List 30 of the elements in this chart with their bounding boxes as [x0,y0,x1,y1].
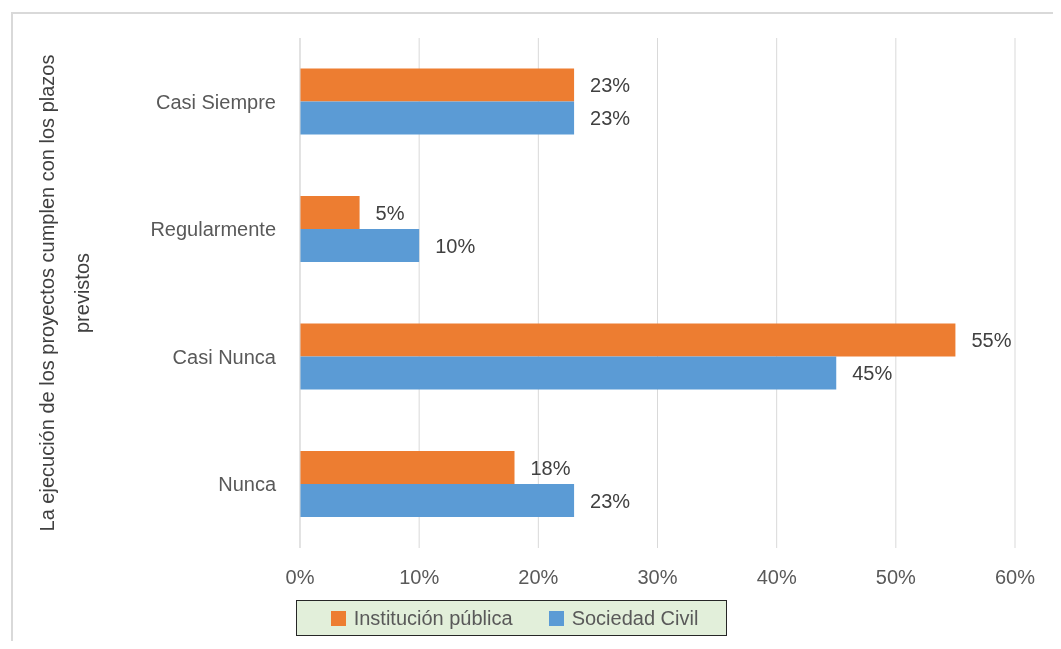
data-label: 23% [590,107,631,130]
bar [300,323,956,357]
bar [300,101,575,135]
data-label: 18% [530,456,571,479]
y-tick-label: Casi Siempre [155,90,276,113]
data-label: 45% [852,362,893,385]
data-label: 55% [971,329,1012,352]
bar [300,196,360,230]
x-tick-label: 20% [518,566,559,589]
legend-label: Sociedad Civil [571,606,699,630]
legend-label: Institución pública [353,606,513,630]
bar [300,484,575,518]
bar [300,451,515,485]
y-axis-title: La ejecución de los proyectos cumplen con los plazos previstos [36,54,93,532]
bar [300,356,837,390]
bar [300,68,575,102]
y-tick-label: Casi Nunca [172,345,277,368]
y-tick-label: Regularmente [150,218,276,241]
data-label: 23% [590,489,631,512]
x-tick-label: 50% [875,566,917,589]
bar [300,229,420,263]
x-tick-label: 60% [994,566,1036,589]
x-tick-label: 40% [756,566,797,589]
data-label: 10% [435,234,476,257]
x-tick-label: 0% [285,566,315,589]
y-tick-label: Nunca [218,473,277,496]
x-tick-label: 10% [399,566,440,589]
data-label: 5% [375,201,405,224]
data-label: 23% [590,74,631,97]
x-tick-label: 30% [637,566,678,589]
